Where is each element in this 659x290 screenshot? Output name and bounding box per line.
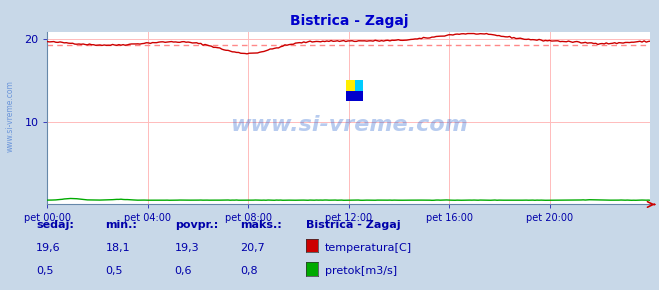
Bar	[355, 80, 363, 101]
Text: 0,8: 0,8	[241, 266, 258, 276]
Text: temperatura[C]: temperatura[C]	[325, 243, 412, 253]
Text: 18,1: 18,1	[105, 243, 130, 253]
Title: Bistrica - Zagaj: Bistrica - Zagaj	[290, 14, 408, 28]
Text: povpr.:: povpr.:	[175, 220, 218, 230]
Text: 0,5: 0,5	[105, 266, 123, 276]
Text: 19,3: 19,3	[175, 243, 199, 253]
Text: sedaj:: sedaj:	[36, 220, 74, 230]
Text: 20,7: 20,7	[241, 243, 266, 253]
Text: pretok[m3/s]: pretok[m3/s]	[325, 266, 397, 276]
Text: Bistrica - Zagaj: Bistrica - Zagaj	[306, 220, 401, 230]
Text: maks.:: maks.:	[241, 220, 282, 230]
Text: www.si-vreme.com: www.si-vreme.com	[5, 80, 14, 152]
Text: 19,6: 19,6	[36, 243, 61, 253]
Bar	[346, 90, 363, 101]
Text: min.:: min.:	[105, 220, 137, 230]
Text: www.si-vreme.com: www.si-vreme.com	[230, 115, 468, 135]
Text: 0,5: 0,5	[36, 266, 54, 276]
Bar	[346, 80, 363, 101]
Text: 0,6: 0,6	[175, 266, 192, 276]
